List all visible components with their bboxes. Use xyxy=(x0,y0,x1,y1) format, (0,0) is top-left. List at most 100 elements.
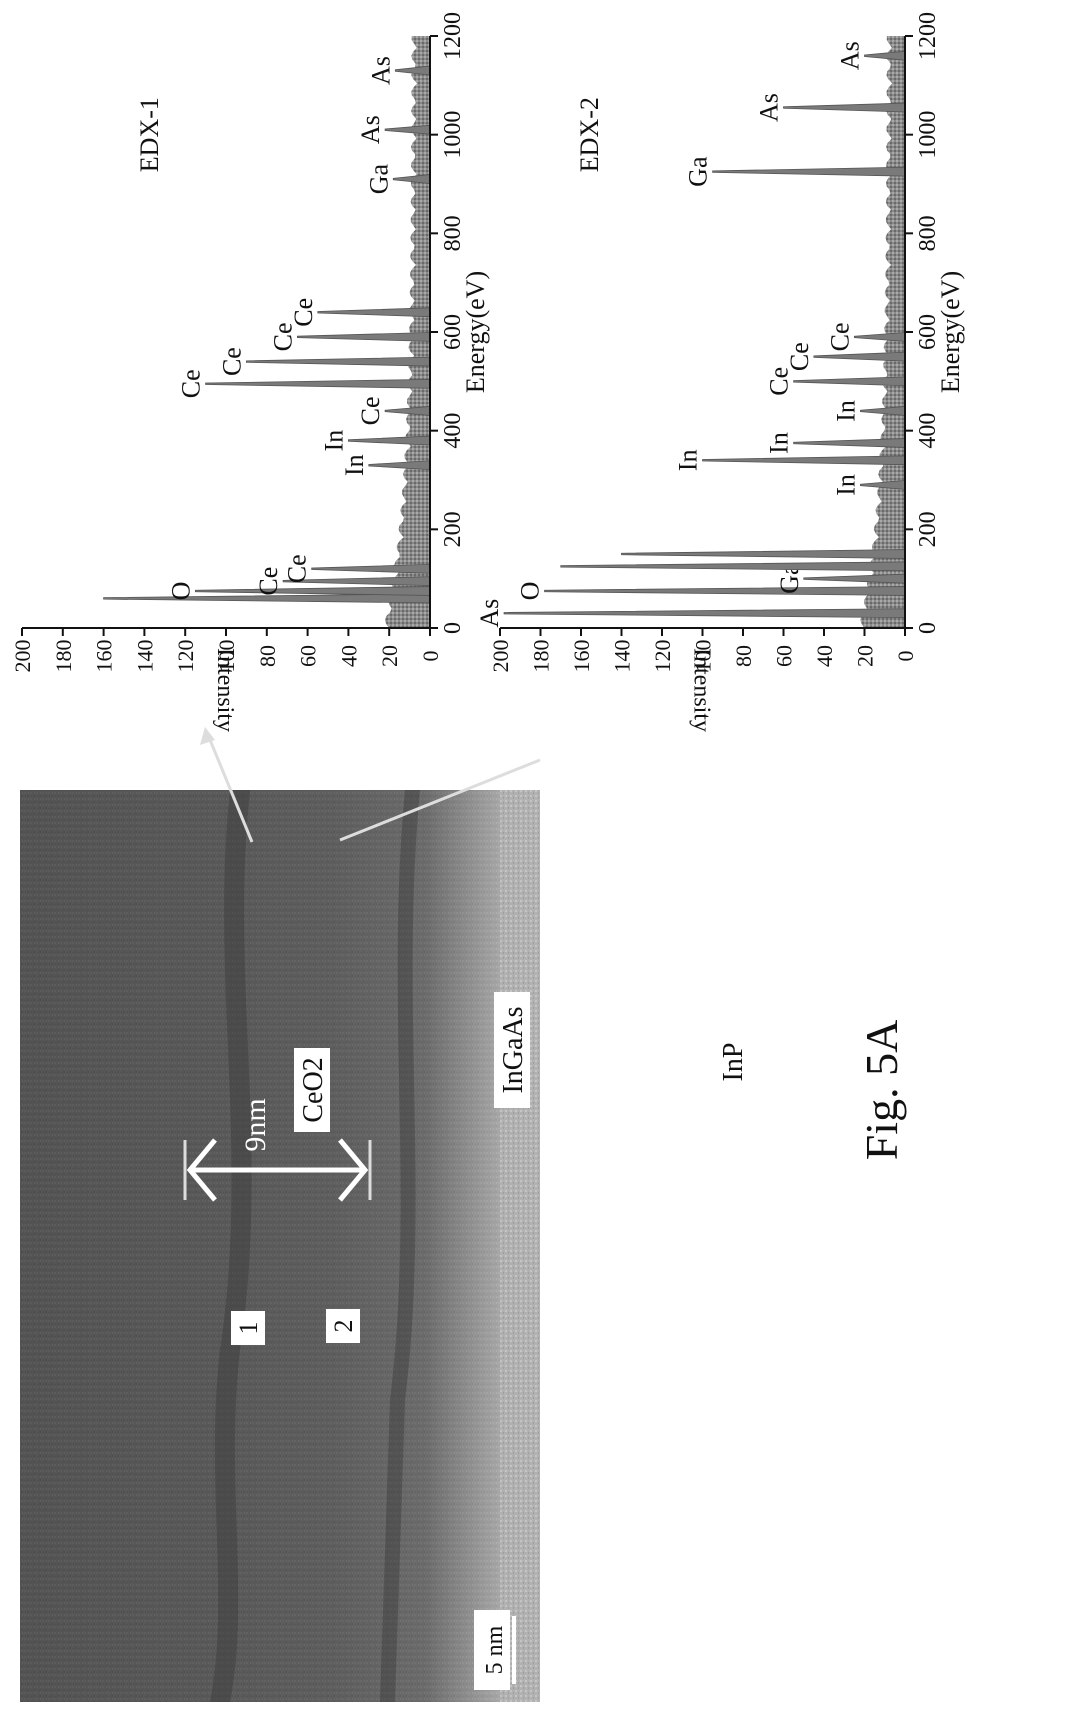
edx-peak xyxy=(503,608,906,619)
edx-peak-label: Ce xyxy=(254,567,283,596)
edx-peak-label: Ce xyxy=(825,322,854,351)
edx-ylabel: Intensity xyxy=(212,648,238,732)
edx-energy-tick-label: 600 xyxy=(440,314,466,350)
edx-intensity-tick-label: 180 xyxy=(51,640,76,673)
edx-intensity-tick-label: 0 xyxy=(893,651,918,662)
layer-label-inp: InP xyxy=(718,1043,749,1082)
edx-peak-label: O xyxy=(166,582,195,601)
edx-energy-tick-label: 0 xyxy=(915,622,941,634)
edx-peak xyxy=(813,351,906,362)
edx-energy-tick-label: 400 xyxy=(440,413,466,449)
edx-energy-tick-label: 0 xyxy=(440,622,466,634)
edx-plots: O Ce CeInInCeCeCeCeCeGaAsAs020040060080010… xyxy=(10,12,965,732)
edx-peak-label: Ga xyxy=(364,163,393,194)
edx-peak xyxy=(384,406,431,416)
edx-peak-label: Ce xyxy=(765,367,794,396)
figure-caption: Fig. 5A xyxy=(856,1020,907,1161)
edx-intensity-tick-label: 160 xyxy=(569,640,594,673)
edx-peak xyxy=(783,102,906,113)
edx-xlabel: Energy(eV) xyxy=(461,271,490,393)
edx-peak xyxy=(297,332,431,342)
edx-intensity-tick-label: 80 xyxy=(731,645,756,667)
edx-peak-label: Ga xyxy=(684,156,713,187)
edx-peak-label: As xyxy=(366,56,395,85)
edx-background-spectrum xyxy=(860,36,905,628)
edx-peak xyxy=(864,50,906,61)
edx-peak-label: As xyxy=(755,93,784,122)
edx-peak-label: In xyxy=(765,432,794,454)
edx-peak xyxy=(793,376,906,387)
tem-micrograph: 9nm CeO2 InGaAs InP 1 2 5 nm xyxy=(20,727,750,1702)
edx-peak-label: Ce xyxy=(283,554,312,583)
thickness-double-arrow xyxy=(186,1138,369,1202)
edx-ylabel: Intensity xyxy=(689,648,715,732)
edx-intensity-tick-label: 20 xyxy=(377,645,402,667)
scale-bar-label: 5 nm xyxy=(482,1625,508,1674)
edx-chart-title: EDX-2 xyxy=(575,97,604,172)
edx-peak xyxy=(205,378,431,389)
edx-peak xyxy=(544,586,906,596)
edx-background-spectrum xyxy=(384,36,430,628)
layer-label-ceo2: CeO2 xyxy=(298,1057,329,1122)
edx-peak-label: Ce xyxy=(289,298,318,327)
edx-energy-tick-label: 600 xyxy=(915,314,941,350)
edx-energy-tick-label: 200 xyxy=(440,511,466,547)
edx-energy-tick-label: 200 xyxy=(915,511,941,547)
edx-peak xyxy=(317,307,431,318)
edx-peak-label: Ce xyxy=(268,322,297,351)
edx-peak xyxy=(368,460,431,471)
edx-peak xyxy=(246,356,431,367)
point-marker-2: 2 xyxy=(329,1320,358,1333)
edx1-pointer-line xyxy=(206,734,254,843)
edx-chart-1: O Ce CeInInCeCeCeCeCeGaAsAs020040060080010… xyxy=(10,12,490,732)
edx-peak xyxy=(348,435,431,446)
edx-intensity-tick-label: 120 xyxy=(650,640,675,673)
edx1-pointer-arrowhead xyxy=(200,727,215,745)
edx-intensity-tick-label: 160 xyxy=(92,640,117,673)
edx-intensity-tick-label: 140 xyxy=(610,640,635,673)
edx-energy-tick-label: 1000 xyxy=(440,111,466,159)
edx-peak-label: Ce xyxy=(177,369,206,398)
edx-intensity-tick-label: 100 xyxy=(214,640,239,673)
edx-intensity-tick-label: 100 xyxy=(691,640,716,673)
edx-energy-tick-label: 1200 xyxy=(915,12,941,60)
edx-intensity-tick-label: 200 xyxy=(10,640,35,673)
edx-peak xyxy=(803,573,906,584)
edx-intensity-tick-label: 80 xyxy=(255,645,280,667)
edx-peak-label: O xyxy=(516,582,545,601)
edx-peak xyxy=(702,455,906,466)
edx-energy-tick-label: 1200 xyxy=(440,12,466,60)
edx-peak-label: In xyxy=(831,474,860,496)
edx-peak xyxy=(853,332,906,342)
edx-intensity-tick-label: 40 xyxy=(336,645,361,667)
edx-xlabel: Energy(eV) xyxy=(936,271,965,393)
edx-peak xyxy=(384,124,431,135)
edx-intensity-tick-label: 20 xyxy=(853,645,878,667)
edx-intensity-tick-label: 40 xyxy=(812,645,837,667)
edx-chart-title: EDX-1 xyxy=(135,97,164,172)
edx-intensity-tick-label: 180 xyxy=(529,640,554,673)
edx-peak-label: As xyxy=(836,41,865,70)
edx-peak xyxy=(560,561,906,572)
edx-energy-tick-label: 800 xyxy=(440,215,466,251)
edx-peak xyxy=(621,549,906,559)
edx-energy-tick-label: 1000 xyxy=(915,111,941,159)
thickness-label: 9nm xyxy=(239,1098,272,1151)
edx-intensity-tick-label: 60 xyxy=(296,645,321,667)
layer-label-ingaas: InGaAs xyxy=(498,1006,529,1093)
edx-peak xyxy=(793,438,906,448)
edx-intensity-tick-label: 140 xyxy=(132,640,157,673)
edx-peak-label: In xyxy=(831,400,860,422)
edx-peak-label: As xyxy=(475,599,504,628)
edx-intensity-tick-label: 0 xyxy=(418,651,443,662)
edx-peak-label: As xyxy=(356,115,385,144)
edx-peak xyxy=(860,406,906,416)
edx-peak xyxy=(712,166,906,177)
edx-intensity-tick-label: 120 xyxy=(173,640,198,673)
edx-peak-label: Ce xyxy=(217,347,246,376)
edx-peak xyxy=(311,563,431,574)
edx-peak-label: In xyxy=(674,449,703,471)
edx-chart-2: AsO GaInInInInCeCeCeGaAsAs020040060080010… xyxy=(475,12,965,732)
edx-energy-tick-label: 400 xyxy=(915,413,941,449)
